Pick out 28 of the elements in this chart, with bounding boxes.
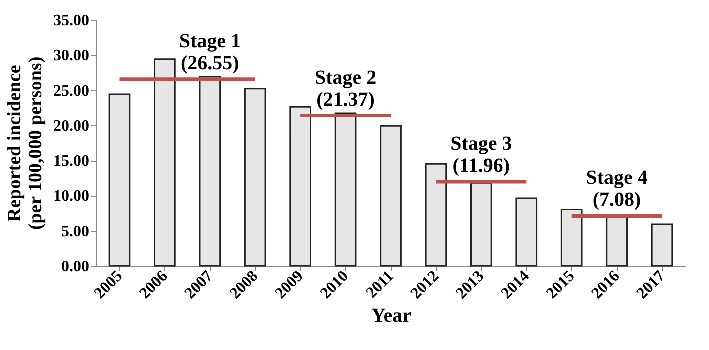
y-tick-label: 10.00 bbox=[54, 188, 90, 206]
x-tick-label: 2011 bbox=[363, 268, 398, 302]
y-tick-label: 25.00 bbox=[54, 82, 90, 100]
bar bbox=[244, 88, 266, 267]
bar bbox=[470, 182, 492, 267]
bar bbox=[560, 209, 583, 267]
y-tick-label: 15.00 bbox=[54, 153, 90, 170]
y-tick-label: 35.00 bbox=[54, 12, 90, 30]
bar bbox=[380, 125, 402, 267]
bar bbox=[108, 94, 131, 267]
bar bbox=[199, 76, 222, 267]
y-tick-label: 30.00 bbox=[54, 48, 90, 65]
y-axis-title: Reported incidence (per 100,000 persons) bbox=[4, 56, 46, 230]
bar bbox=[425, 163, 448, 267]
bar bbox=[290, 106, 312, 267]
bar bbox=[154, 58, 176, 267]
y-tick-label: 20.00 bbox=[54, 118, 90, 135]
annotation: Stage 4 (7.08) bbox=[586, 167, 648, 212]
y-tick-label: 5.00 bbox=[62, 223, 90, 240]
x-axis-title: Year bbox=[372, 304, 412, 327]
bar bbox=[516, 198, 538, 267]
bar bbox=[334, 112, 357, 267]
annotation: Stage 3 (11.96) bbox=[450, 132, 512, 177]
annotation: Stage 2 (21.37) bbox=[314, 66, 377, 111]
annotation: Stage 1 (26.55) bbox=[179, 30, 241, 74]
bar bbox=[651, 224, 674, 267]
bar bbox=[606, 216, 628, 267]
y-tick-label: 0.00 bbox=[62, 258, 90, 276]
